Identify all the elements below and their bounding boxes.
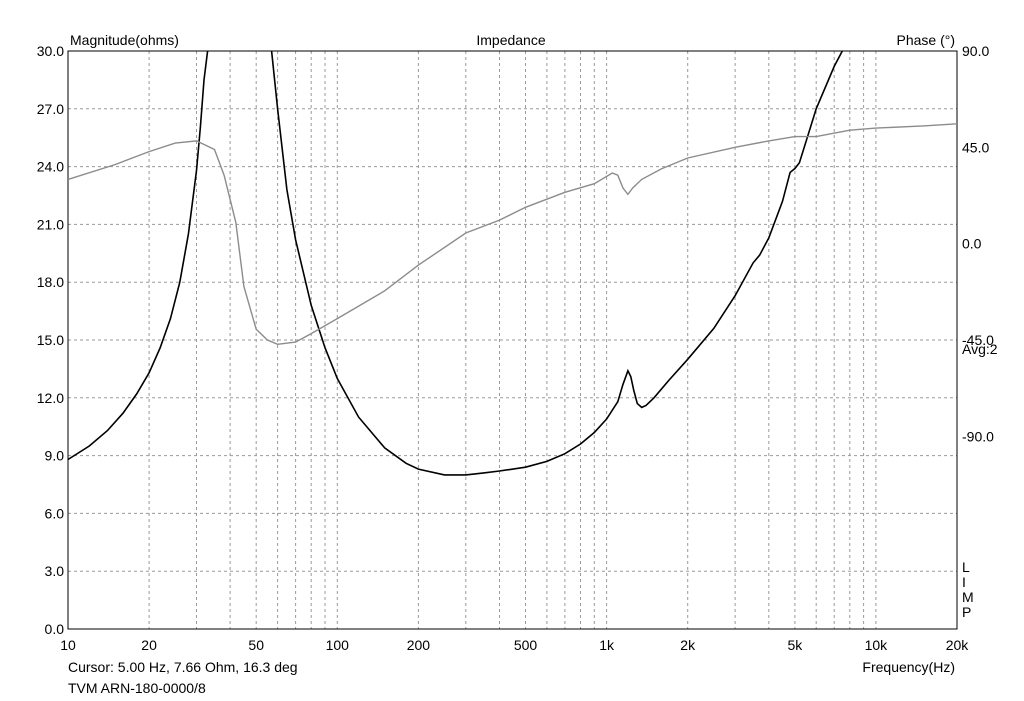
x-tick-label: 50 — [248, 637, 264, 653]
phase-curve — [67, 123, 958, 346]
side-letter: M — [962, 589, 974, 605]
side-letter: L — [962, 559, 970, 575]
left-tick-label: 24.0 — [37, 159, 64, 175]
traces — [67, 50, 958, 476]
model-label: TVM ARN-180-0000/8 — [68, 680, 206, 696]
x-axis-label: Frequency(Hz) — [862, 659, 955, 675]
left-tick-label: 6.0 — [45, 505, 65, 521]
right-tick-label: -45.0 — [962, 332, 994, 348]
left-tick-label: 21.0 — [37, 216, 64, 232]
x-tick-label: 10 — [60, 637, 76, 653]
x-tick-label: 200 — [407, 637, 431, 653]
labels: Magnitude(ohms) Impedance Phase (°) Freq… — [68, 32, 998, 696]
left-tick-label: 30.0 — [37, 43, 64, 59]
left-tick-label: 15.0 — [37, 332, 64, 348]
right-tick-label: 0.0 — [962, 236, 982, 252]
left-tick-label: 3.0 — [45, 563, 65, 579]
x-tick-label: 20 — [141, 637, 157, 653]
right-axis-label: Phase (°) — [896, 32, 955, 48]
magnitude-curve-1 — [67, 50, 209, 461]
cursor-readout: Cursor: 5.00 Hz, 7.66 Ohm, 16.3 deg — [68, 659, 298, 675]
x-tick-label: 500 — [514, 637, 538, 653]
grid — [68, 51, 957, 629]
side-letter: I — [962, 574, 966, 590]
magnitude-curve-2 — [270, 50, 844, 476]
left-tick-label: 12.0 — [37, 390, 64, 406]
right-tick-label: 90.0 — [962, 43, 989, 59]
side-letter: P — [962, 604, 971, 620]
left-axis-label: Magnitude(ohms) — [70, 32, 179, 48]
x-tick-label: 1k — [599, 637, 615, 653]
tick-labels: 0.0 3.0 6.0 9.0 12.0 15.0 18.0 21.0 24.0 27.0 30.0… — [37, 43, 994, 653]
x-tick-label: 2k — [680, 637, 696, 653]
left-tick-label: 18.0 — [37, 274, 64, 290]
x-tick-label: 100 — [326, 637, 350, 653]
chart-title: Impedance — [476, 32, 545, 48]
x-tick-label: 20k — [946, 637, 970, 653]
right-tick-label: 45.0 — [962, 139, 989, 155]
left-tick-label: 0.0 — [45, 621, 65, 637]
average-annotation: Avg:2 — [962, 341, 998, 357]
plot-frame — [67, 50, 958, 630]
right-tick-label: -90.0 — [962, 428, 994, 444]
x-tick-label: 5k — [788, 637, 804, 653]
left-tick-label: 27.0 — [37, 101, 64, 117]
left-tick-label: 9.0 — [45, 448, 65, 464]
x-tick-label: 10k — [865, 637, 889, 653]
